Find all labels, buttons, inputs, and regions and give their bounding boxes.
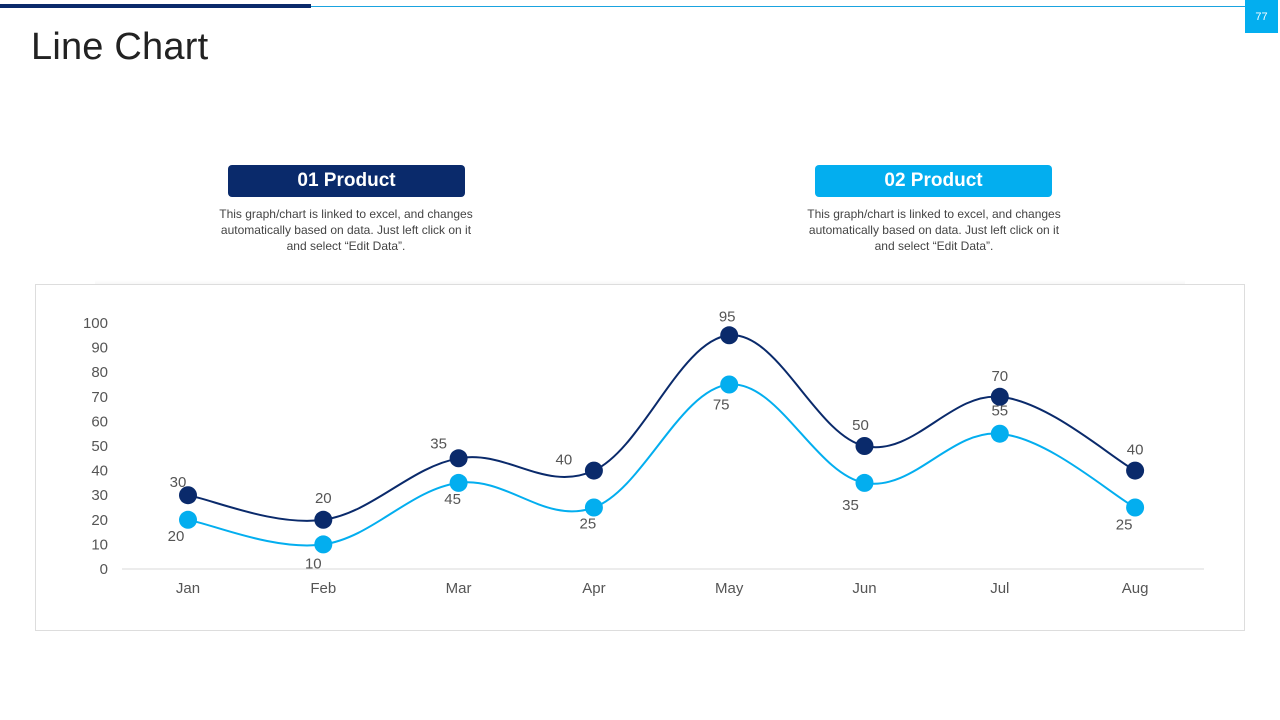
series-1-data-label: 20 bbox=[315, 490, 332, 507]
series-2-point bbox=[720, 375, 739, 394]
series-1-data-label: 35 bbox=[430, 435, 447, 452]
series-1-point bbox=[179, 486, 197, 505]
series-1-data-label: 95 bbox=[719, 308, 736, 325]
series-1-point bbox=[1126, 461, 1145, 480]
series-2-point bbox=[314, 535, 333, 554]
product-2-description: This graph/chart is linked to excel, and… bbox=[807, 207, 1061, 253]
chart-frame bbox=[35, 284, 1245, 631]
y-tick-label: 90 bbox=[91, 340, 108, 357]
top-accent-bar bbox=[0, 4, 311, 8]
series-2-data-label: 20 bbox=[168, 528, 185, 545]
series-1-point bbox=[990, 387, 1009, 406]
series-2-data-label: 45 bbox=[444, 491, 461, 508]
x-tick-label: Jun bbox=[852, 580, 876, 597]
x-tick-label: Mar bbox=[446, 580, 472, 597]
y-tick-label: 10 bbox=[91, 536, 108, 553]
series-1-data-label: 40 bbox=[1127, 442, 1144, 459]
page-number: 77 bbox=[1245, 0, 1278, 33]
series-1-data-label: 70 bbox=[991, 368, 1008, 385]
series-2-data-label: 75 bbox=[713, 397, 730, 414]
x-tick-label: Feb bbox=[310, 580, 336, 597]
series-2-point bbox=[449, 473, 468, 492]
series-1-data-label: 30 bbox=[170, 474, 187, 491]
series-2-data-label: 25 bbox=[580, 516, 597, 533]
y-tick-label: 60 bbox=[91, 413, 108, 430]
series-2-data-label: 55 bbox=[991, 403, 1008, 420]
y-tick-label: 20 bbox=[91, 512, 108, 529]
series-1-point bbox=[720, 326, 739, 345]
y-tick-label: 40 bbox=[91, 463, 108, 480]
series-2-data-label: 25 bbox=[1116, 517, 1133, 534]
series-1-point bbox=[314, 510, 333, 529]
product-2-label: 02 Product bbox=[815, 165, 1052, 197]
series-1-point bbox=[449, 449, 468, 468]
page-title: Line Chart bbox=[31, 26, 209, 68]
y-tick-label: 80 bbox=[91, 364, 108, 381]
x-tick-label: Aug bbox=[1122, 580, 1149, 597]
product-1-label: 01 Product bbox=[228, 165, 465, 197]
series-2-point bbox=[855, 473, 874, 492]
x-tick-label: Apr bbox=[582, 580, 605, 597]
x-tick-label: Jul bbox=[990, 580, 1009, 597]
chart-top-shadow bbox=[95, 280, 1185, 285]
series-1-data-label: 40 bbox=[556, 452, 573, 469]
y-tick-label: 50 bbox=[91, 438, 108, 455]
series-2-data-label: 10 bbox=[305, 555, 322, 572]
product-1-description: This graph/chart is linked to excel, and… bbox=[219, 207, 473, 253]
series-1-line bbox=[187, 334, 1136, 522]
series-1-point bbox=[584, 461, 603, 480]
series-2-point bbox=[1126, 498, 1145, 517]
y-tick-label: 30 bbox=[91, 487, 108, 504]
series-2-line bbox=[187, 383, 1136, 547]
series-2-point bbox=[584, 498, 603, 517]
y-tick-label: 100 bbox=[83, 315, 108, 332]
y-tick-label: 0 bbox=[100, 561, 108, 578]
series-2-point bbox=[990, 424, 1009, 443]
x-tick-label: May bbox=[715, 580, 744, 597]
series-1-data-label: 50 bbox=[852, 417, 869, 434]
y-tick-label: 70 bbox=[91, 389, 108, 406]
top-accent-line bbox=[311, 6, 1245, 7]
x-tick-label: Jan bbox=[176, 580, 200, 597]
series-2-point bbox=[179, 510, 197, 529]
series-1-point bbox=[855, 437, 874, 455]
series-2-data-label: 35 bbox=[842, 497, 859, 514]
